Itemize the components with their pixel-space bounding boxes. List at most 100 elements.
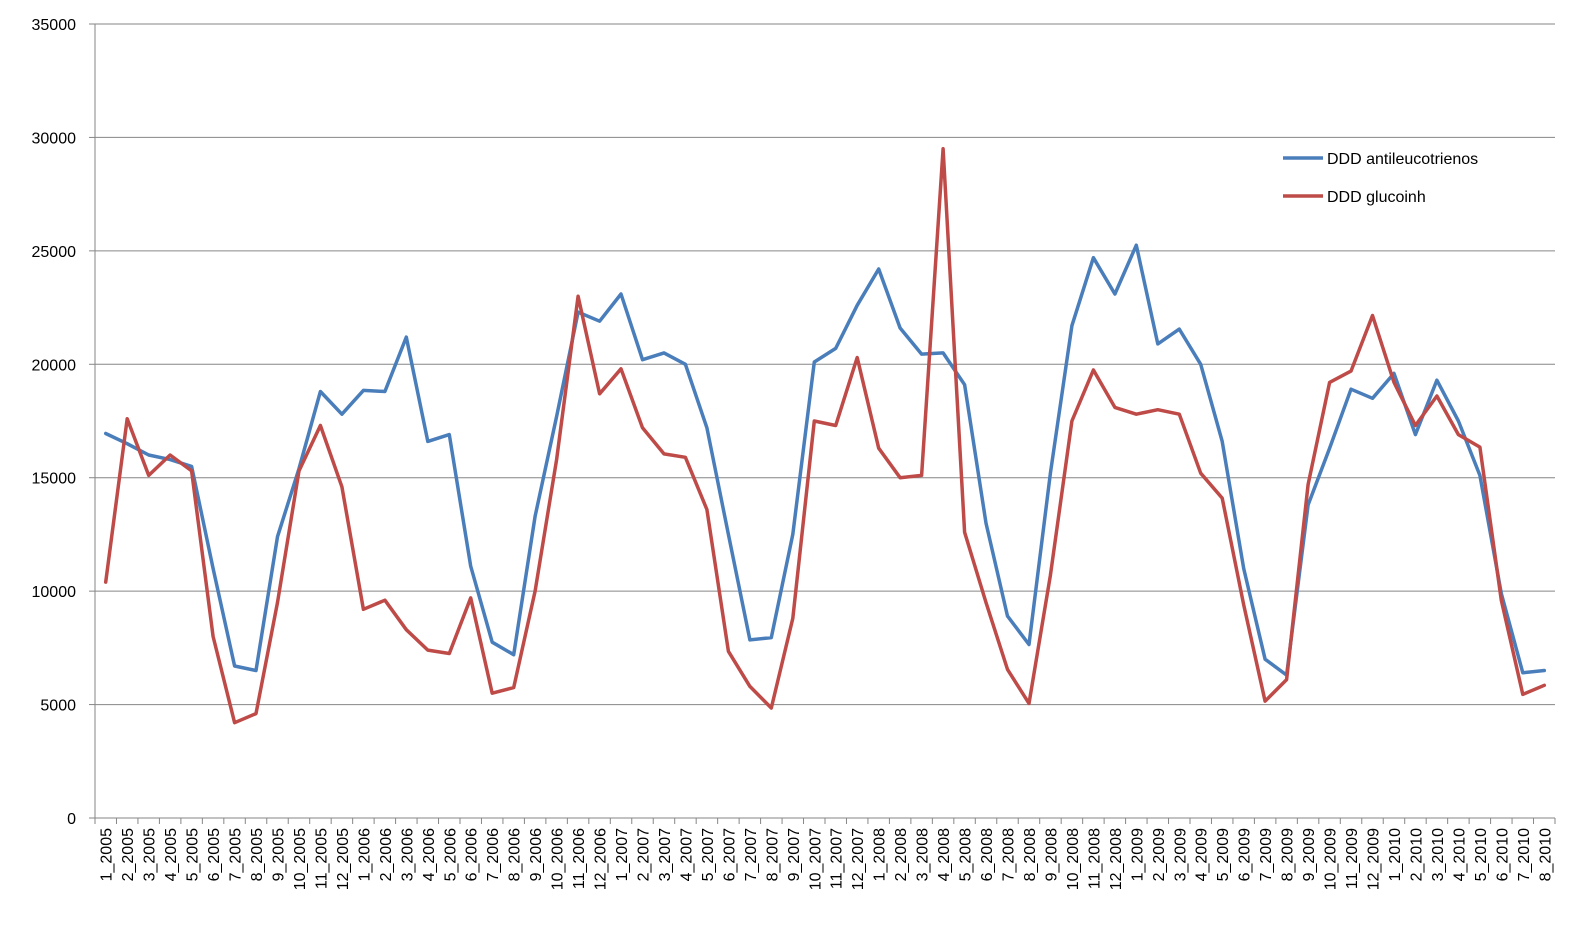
data-point <box>104 432 107 435</box>
data-point <box>684 363 687 366</box>
legend-label: DDD antileucotrienos <box>1327 151 1478 168</box>
data-point <box>1414 424 1417 427</box>
x-tick-label: 2_2010 <box>1408 828 1425 881</box>
data-point <box>1328 447 1331 450</box>
x-tick-label: 8_2008 <box>1022 828 1039 881</box>
data-point <box>126 442 129 445</box>
y-tick-label: 20000 <box>32 357 77 374</box>
x-axis: 1_2005 2_2005 3_2005 4_2005 5_2005 6_2005 7_20… <box>94 817 1556 890</box>
x-tick-label: 2_2008 <box>893 828 910 881</box>
x-tick-label: 6_2010 <box>1494 828 1511 881</box>
data-point <box>1092 368 1095 372</box>
y-tick-label: 0 <box>67 811 76 828</box>
data-point <box>1414 433 1417 436</box>
data-point <box>898 476 902 479</box>
y-tick-label: 30000 <box>32 130 77 147</box>
x-tick-label: 9_2006 <box>528 828 545 881</box>
x-tick-label: 11_2006 <box>571 828 588 889</box>
x-tick-label: 7_2007 <box>743 828 760 881</box>
x-tick-label: 1_2010 <box>1387 828 1404 881</box>
data-point <box>941 147 945 150</box>
data-point <box>340 412 344 416</box>
x-tick-label: 8_2007 <box>764 828 781 881</box>
data-point <box>1027 643 1031 646</box>
data-point <box>1263 699 1267 703</box>
x-tick-label: 12_2006 <box>593 828 610 890</box>
data-point <box>405 628 408 631</box>
data-point <box>920 352 923 356</box>
data-point <box>1221 440 1224 443</box>
x-tick-label: 11_2005 <box>313 828 330 889</box>
y-axis: 0 5000 10000 15000 20000 25000 30000 35000 <box>32 17 96 828</box>
data-point <box>619 292 623 296</box>
x-tick-label: 1_2008 <box>872 828 889 881</box>
x-tick-label: 3_2005 <box>142 828 159 881</box>
data-point <box>1371 314 1374 317</box>
x-tick-label: 6_2006 <box>464 828 481 881</box>
data-point <box>340 485 344 488</box>
x-tick-label: 11_2009 <box>1344 828 1361 889</box>
x-tick-label: 10_2006 <box>550 828 567 890</box>
data-point <box>383 390 387 393</box>
data-point <box>1242 567 1245 570</box>
data-point <box>877 447 880 450</box>
y-tick-label: 10000 <box>32 584 77 601</box>
data-point <box>1500 599 1503 602</box>
data-point <box>512 653 515 656</box>
x-tick-label: 10_2005 <box>292 828 309 890</box>
data-point <box>1156 408 1159 411</box>
x-tick-label: 4_2006 <box>421 828 438 881</box>
data-point <box>1092 256 1095 259</box>
x-tick-label: 10_2008 <box>1065 828 1082 890</box>
data-point <box>727 650 730 653</box>
data-point <box>1221 496 1224 500</box>
data-point <box>1457 433 1460 436</box>
data-point <box>748 638 752 642</box>
data-point <box>1435 394 1439 398</box>
x-tick-label: 5_2007 <box>700 828 717 881</box>
data-point <box>1070 324 1074 327</box>
x-tick-label: 7_2005 <box>228 828 245 881</box>
x-tick-label: 3_2008 <box>915 828 932 881</box>
data-point <box>770 706 773 710</box>
x-tick-label: 10_2009 <box>1323 828 1340 890</box>
data-point <box>491 640 494 644</box>
data-point <box>1328 381 1331 384</box>
data-point <box>1457 419 1460 423</box>
data-point <box>362 608 365 611</box>
data-point <box>1113 292 1117 296</box>
x-tick-label: 10_2007 <box>807 828 824 890</box>
data-point <box>877 267 880 271</box>
data-point <box>426 440 429 443</box>
data-point <box>448 652 451 655</box>
data-point <box>898 326 902 330</box>
data-point <box>598 319 601 323</box>
data-point <box>254 712 258 715</box>
data-point <box>1199 471 1202 475</box>
data-point <box>533 589 537 593</box>
x-tick-label: 2_2006 <box>378 828 395 881</box>
data-point <box>1349 388 1353 391</box>
x-tick-label: 2_2005 <box>120 828 137 881</box>
data-point <box>1049 574 1052 577</box>
data-point <box>168 453 172 457</box>
data-point <box>555 415 558 418</box>
data-point <box>641 426 644 430</box>
gridlines <box>95 23 1555 706</box>
data-point <box>1371 397 1374 400</box>
data-point <box>233 664 236 668</box>
x-tick-label: 9_2007 <box>786 828 803 881</box>
data-point <box>1156 342 1159 346</box>
data-point <box>834 424 837 427</box>
data-point <box>727 533 730 536</box>
x-tick-label: 1_2007 <box>614 828 631 881</box>
x-tick-label: 7_2009 <box>1258 828 1275 881</box>
y-tick-label: 15000 <box>32 471 77 488</box>
data-point <box>1478 474 1482 477</box>
x-tick-label: 8_2006 <box>507 828 524 881</box>
data-point <box>1392 372 1396 375</box>
x-tick-label: 6_2005 <box>206 828 223 881</box>
data-point <box>684 456 687 459</box>
data-point <box>1242 603 1245 606</box>
